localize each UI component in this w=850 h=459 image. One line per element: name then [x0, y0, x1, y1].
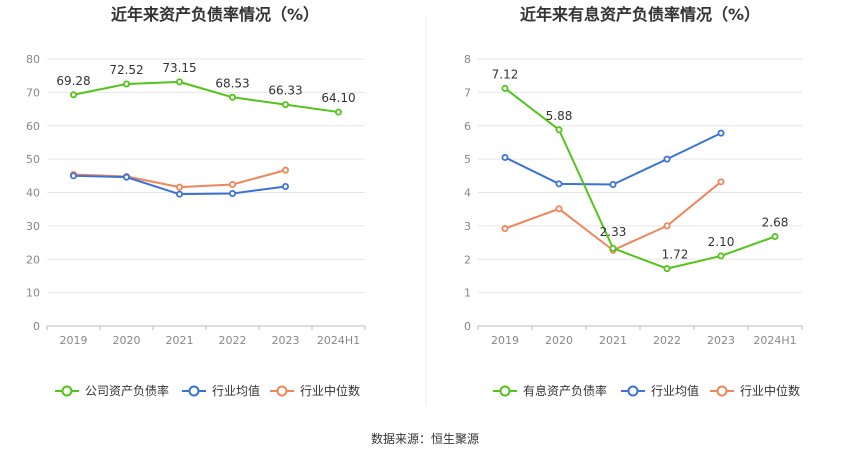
- legend-item[interactable]: 行业中位数: [270, 383, 360, 398]
- legend-item[interactable]: 公司资产负债率: [55, 383, 169, 398]
- data-point: [334, 108, 342, 116]
- y-tick-label: 60: [26, 120, 40, 133]
- data-point: [501, 84, 509, 92]
- data-label: 69.28: [56, 74, 90, 88]
- data-point: [663, 155, 671, 163]
- data-point: [281, 166, 289, 174]
- data-point: [609, 180, 617, 188]
- data-point: [501, 153, 509, 161]
- data-point: [175, 190, 183, 198]
- data-point: [663, 222, 671, 230]
- data-label: 2.10: [708, 235, 735, 249]
- data-point: [771, 233, 779, 241]
- y-tick-label: 80: [26, 53, 40, 66]
- x-tick-label: 2020: [113, 334, 141, 347]
- x-tick-label: 2023: [272, 334, 300, 347]
- chart-left-title: 近年来资产负债率情况（%）: [111, 5, 319, 24]
- y-tick-label: 30: [26, 220, 40, 233]
- data-label: 68.53: [215, 76, 249, 90]
- y-tick-label: 20: [26, 253, 40, 266]
- legend-label: 行业中位数: [740, 383, 800, 398]
- y-tick-label: 7: [464, 86, 471, 99]
- data-point: [123, 173, 131, 181]
- legend-marker-icon: [716, 385, 728, 397]
- data-point: [717, 252, 725, 260]
- data-point: [123, 80, 131, 88]
- y-tick-label: 3: [464, 220, 471, 233]
- x-tick-label: 2023: [707, 334, 735, 347]
- legend-item[interactable]: 行业中位数: [710, 383, 800, 398]
- series-line: [504, 87, 776, 270]
- x-tick-label: 2019: [60, 334, 88, 347]
- x-tick-label: 2021: [166, 334, 194, 347]
- y-tick-label: 40: [26, 187, 40, 200]
- data-point: [663, 265, 671, 273]
- x-tick-label: 2022: [219, 334, 247, 347]
- data-point: [609, 244, 617, 252]
- y-tick-label: 50: [26, 153, 40, 166]
- data-label: 73.15: [162, 61, 196, 75]
- data-point: [555, 126, 563, 134]
- data-point: [717, 129, 725, 137]
- data-point: [281, 101, 289, 109]
- x-tick-label: 2019: [491, 334, 519, 347]
- x-tick-label: 2022: [653, 334, 681, 347]
- data-label: 2.33: [600, 225, 627, 239]
- data-point: [717, 178, 725, 186]
- data-point: [228, 93, 236, 101]
- legend-label: 有息资产负债率: [523, 383, 607, 398]
- legend-marker-icon: [61, 385, 73, 397]
- data-point: [281, 182, 289, 190]
- legend-marker-icon: [276, 385, 288, 397]
- data-label: 1.72: [662, 248, 689, 262]
- data-label: 5.88: [546, 109, 573, 123]
- data-label: 72.52: [109, 63, 143, 77]
- y-tick-label: 6: [464, 120, 471, 133]
- data-point: [70, 172, 78, 180]
- data-source-note: 数据来源：恒生聚源: [371, 431, 479, 446]
- data-point: [555, 180, 563, 188]
- legend-label: 行业均值: [651, 383, 699, 398]
- legend-label: 公司资产负债率: [85, 383, 169, 398]
- legend-item[interactable]: 有息资产负债率: [493, 383, 607, 398]
- y-tick-label: 10: [26, 287, 40, 300]
- chart-right: 近年来有息资产负债率情况（%） 0 1 2 3 4 5 6 7 8 2019 2020 2021 202…: [464, 5, 803, 398]
- y-tick-label: 0: [464, 320, 471, 333]
- y-tick-label: 1: [464, 287, 471, 300]
- data-point: [175, 183, 183, 191]
- data-label: 7.12: [492, 67, 519, 81]
- y-tick-label: 70: [26, 86, 40, 99]
- data-point: [228, 180, 236, 188]
- data-label: 66.33: [268, 84, 302, 98]
- chart-right-title: 近年来有息资产负债率情况（%）: [520, 5, 760, 24]
- series-line: [73, 80, 339, 114]
- legend-label: 行业均值: [212, 383, 260, 398]
- data-label: 64.10: [321, 91, 355, 105]
- legend-marker-icon: [188, 385, 200, 397]
- legend-label: 行业中位数: [300, 383, 360, 398]
- x-tick-label: 2020: [545, 334, 573, 347]
- legend-item[interactable]: 行业均值: [182, 383, 260, 398]
- data-point: [175, 78, 183, 86]
- y-tick-label: 5: [464, 153, 471, 166]
- x-tick-label: 2024H1: [753, 334, 796, 347]
- data-point: [501, 225, 509, 233]
- y-tick-label: 2: [464, 253, 471, 266]
- chart-left: 近年来资产负债率情况（%） 0 10 20 30 40 50 60 70 80 2019 2020 2…: [26, 5, 366, 398]
- y-tick-label: 4: [464, 187, 471, 200]
- legend-marker-icon: [499, 385, 511, 397]
- y-tick-label: 0: [33, 320, 40, 333]
- data-point: [228, 190, 236, 198]
- x-tick-label: 2024H1: [317, 334, 360, 347]
- data-point: [555, 205, 563, 213]
- legend-marker-icon: [627, 385, 639, 397]
- legend-item[interactable]: 行业均值: [621, 383, 699, 398]
- y-tick-label: 8: [464, 53, 471, 66]
- data-label: 2.68: [762, 216, 789, 230]
- x-tick-label: 2021: [599, 334, 627, 347]
- data-point: [70, 91, 78, 99]
